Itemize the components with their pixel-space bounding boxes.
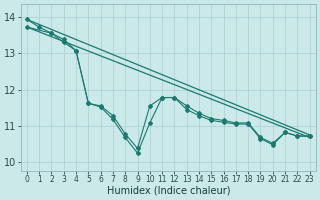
X-axis label: Humidex (Indice chaleur): Humidex (Indice chaleur): [107, 186, 230, 196]
